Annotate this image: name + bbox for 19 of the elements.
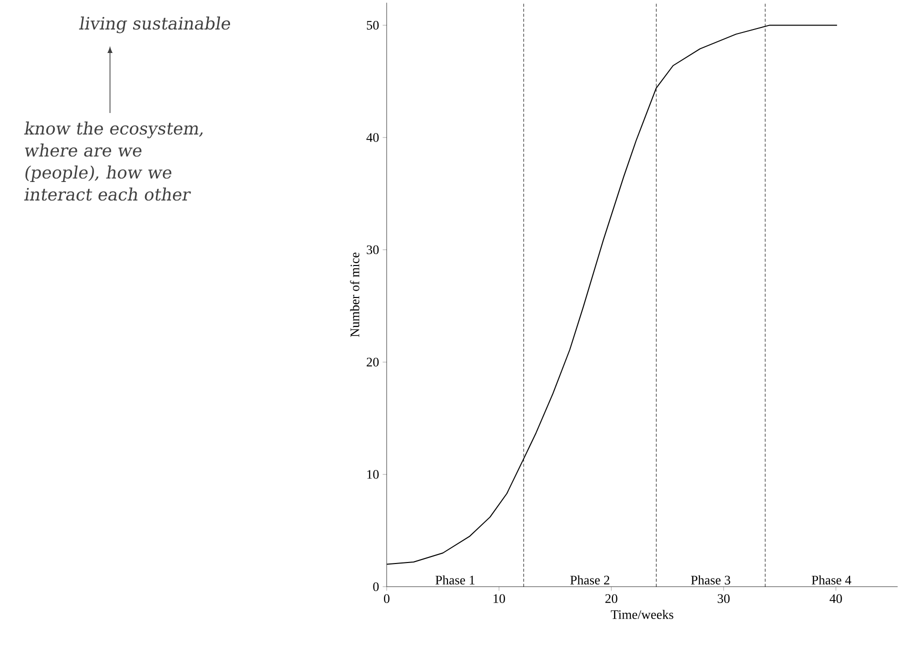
y-tick-label: 20 <box>366 358 379 366</box>
y-tick-label: 50 <box>366 20 379 30</box>
y-tick-label: 10 <box>367 470 379 479</box>
text: know the ecosystem, where are we (people), how we interact each other <box>24 122 203 201</box>
y-tick-label: 40 <box>366 133 379 142</box>
x-tick-label: 20 <box>605 594 618 604</box>
y-tick-label: 30 <box>366 245 379 254</box>
x-tick-label: 10 <box>494 594 506 604</box>
x-axis-title: Time/weeks <box>610 610 674 620</box>
annotation: Phase 1 <box>436 575 474 584</box>
x-tick-label: 30 <box>718 594 730 604</box>
annotation: Phase 3 <box>691 575 730 584</box>
text: living sustainable <box>79 16 230 34</box>
annotation: Phase 4 <box>812 575 852 584</box>
annotation: Phase 2 <box>570 575 610 584</box>
y-tick-label: 0 <box>373 582 379 592</box>
y-axis-title: Number of mice <box>350 252 360 337</box>
x-tick-label: 0 <box>384 594 390 604</box>
x-tick-label: 40 <box>830 594 842 604</box>
